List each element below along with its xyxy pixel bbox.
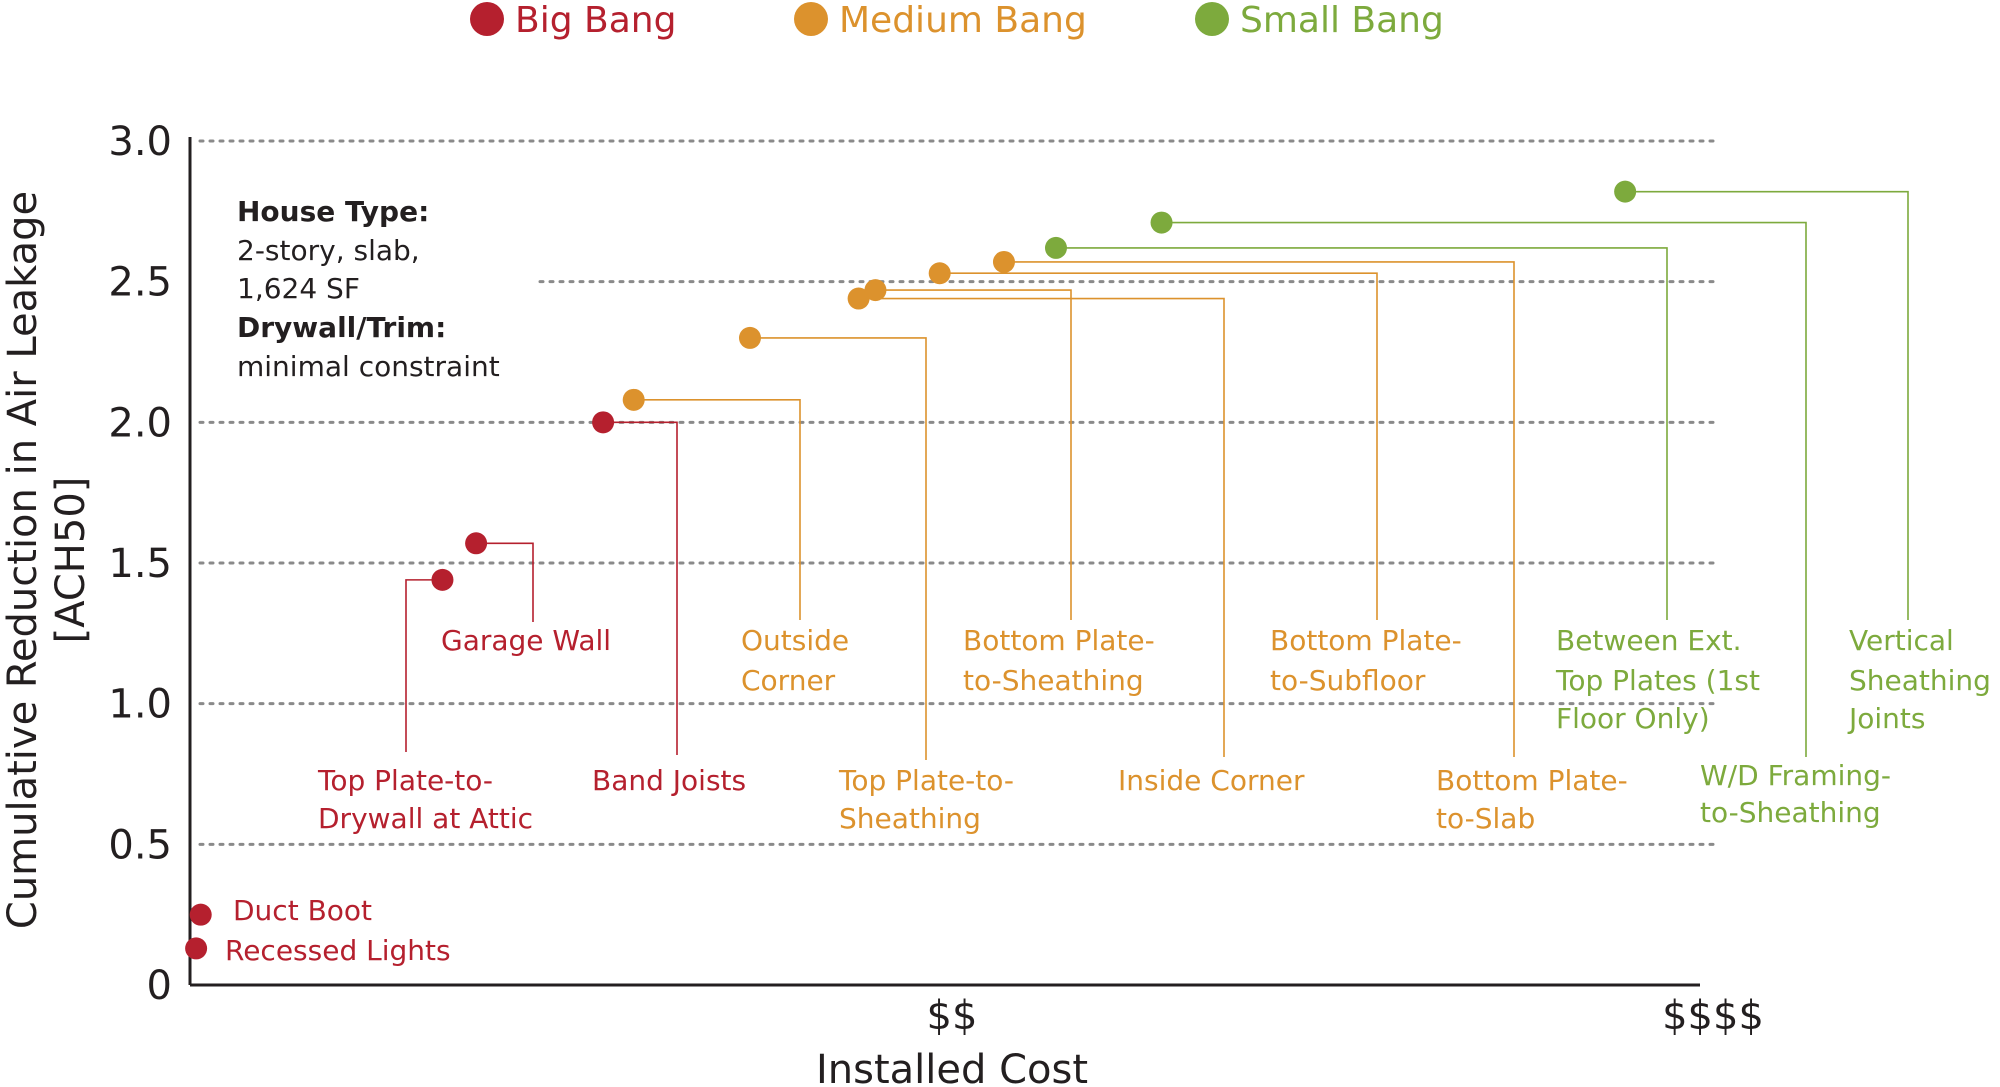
- x-tick-label-1: $$$$: [1662, 993, 1764, 1039]
- point-big-2: [431, 568, 454, 591]
- connector-big-4: [603, 421, 678, 755]
- point-medium-2: [847, 287, 870, 310]
- point-label-big-3-0: Garage Wall: [441, 624, 611, 657]
- point-label-big-2-0: Top Plate-to-: [317, 764, 493, 797]
- point-big-0: [185, 937, 208, 960]
- x-axis-title: Installed Cost: [816, 1047, 1088, 1087]
- point-small-1: [1150, 211, 1173, 234]
- y-tick-label-0: 0: [147, 963, 172, 1009]
- annotation-line-2: 1,624 SF: [237, 272, 360, 305]
- point-label-small-1-1: to-Sheathing: [1700, 796, 1881, 829]
- y-tick-label-5: 2.5: [108, 260, 172, 306]
- point-medium-3: [864, 279, 887, 302]
- annotation-line-3: Drywall/Trim:: [237, 311, 446, 344]
- point-label-medium-5-1: to-Slab: [1436, 802, 1535, 835]
- legend-label-small: Small Bang: [1240, 0, 1444, 41]
- point-label-small-2-1: Sheathing: [1849, 664, 1991, 697]
- annotation-line-1: 2-story, slab,: [237, 234, 420, 267]
- legend-marker-big: [470, 2, 504, 36]
- legend-label-big: Big Bang: [515, 0, 676, 41]
- legend-marker-medium: [794, 2, 828, 36]
- connector-medium-5: [1003, 261, 1515, 757]
- connector-medium-0: [633, 399, 801, 620]
- x-tick-label-0: $$: [927, 993, 978, 1039]
- point-medium-0: [622, 388, 645, 411]
- connector-big-2: [405, 579, 443, 752]
- point-label-big-1-0: Duct Boot: [233, 894, 372, 927]
- y-tick-label-6: 3.0: [108, 119, 172, 165]
- legend-marker-small: [1195, 2, 1229, 36]
- point-label-small-2-0: Vertical: [1849, 624, 1954, 657]
- point-label-medium-3-1: to-Sheathing: [963, 664, 1144, 697]
- point-label-medium-4-0: Bottom Plate-: [1270, 624, 1462, 657]
- annotation-line-4: minimal constraint: [237, 350, 500, 383]
- point-label-medium-1-1: Sheathing: [839, 802, 981, 835]
- point-small-0: [1044, 236, 1067, 259]
- point-label-small-0-2: Floor Only): [1556, 702, 1710, 735]
- point-medium-1: [738, 326, 761, 349]
- y-tick-label-4: 2.0: [108, 400, 172, 446]
- point-big-4: [592, 411, 615, 434]
- legend-label-medium: Medium Bang: [839, 0, 1087, 41]
- point-label-small-0-0: Between Ext.: [1556, 624, 1742, 657]
- point-medium-4: [928, 262, 951, 285]
- y-tick-label-1: 0.5: [108, 822, 172, 868]
- point-label-medium-5-0: Bottom Plate-: [1436, 764, 1628, 797]
- point-label-big-0-0: Recessed Lights: [225, 934, 451, 967]
- connector-medium-2: [858, 297, 1225, 757]
- connector-medium-4: [939, 272, 1378, 620]
- point-small-2: [1614, 180, 1637, 203]
- point-big-1: [189, 903, 212, 926]
- point-label-medium-3-0: Bottom Plate-: [963, 624, 1155, 657]
- connector-medium-1: [749, 337, 927, 760]
- connector-big-3: [476, 542, 534, 622]
- connector-medium-3: [875, 289, 1072, 620]
- point-label-small-2-2: Joints: [1847, 702, 1925, 735]
- point-label-big-2-1: Drywall at Attic: [318, 802, 533, 835]
- annotation-line-0: House Type:: [237, 195, 429, 228]
- point-label-medium-0-0: Outside: [741, 624, 849, 657]
- point-label-medium-2-0: Inside Corner: [1118, 764, 1305, 797]
- point-label-small-1-0: W/D Framing-: [1700, 759, 1891, 792]
- point-label-medium-0-1: Corner: [741, 664, 836, 697]
- point-label-big-4-0: Band Joists: [592, 764, 746, 797]
- y-axis-title-line-0: Cumulative Reduction in Air Leakage: [0, 191, 46, 929]
- point-label-medium-4-1: to-Subfloor: [1270, 664, 1426, 697]
- point-big-3: [465, 532, 488, 555]
- point-medium-5: [992, 250, 1015, 273]
- y-axis-title-line-1: [ACH50]: [48, 477, 94, 644]
- point-label-small-0-1: Top Plates (1st: [1555, 664, 1760, 697]
- connector-small-0: [1055, 247, 1668, 620]
- y-tick-label-2: 1.0: [108, 682, 172, 728]
- connector-small-2: [1625, 190, 1909, 620]
- point-label-medium-1-0: Top Plate-to-: [838, 764, 1014, 797]
- y-axis-title: Cumulative Reduction in Air Leakage[ACH5…: [0, 191, 94, 929]
- y-tick-label-3: 1.5: [108, 541, 172, 587]
- connector-small-1: [1161, 221, 1807, 757]
